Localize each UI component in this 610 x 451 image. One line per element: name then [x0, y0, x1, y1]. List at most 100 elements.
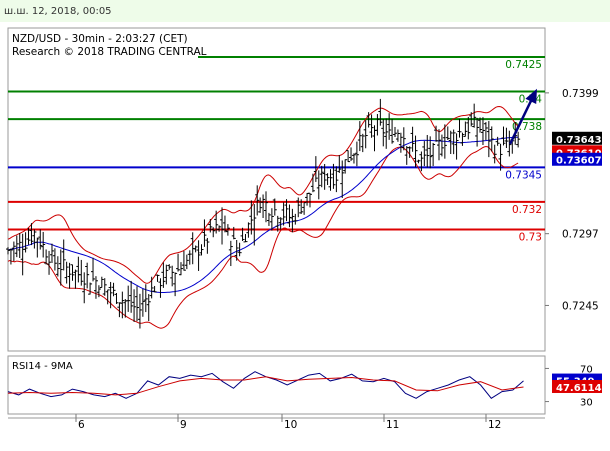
price-bar	[70, 264, 75, 281]
rsi-tick-label-0: 70	[580, 364, 593, 375]
price-bar	[375, 114, 380, 136]
price-bar	[393, 126, 398, 137]
price-bar	[38, 229, 43, 250]
price-bar	[398, 132, 403, 153]
price-bar	[337, 155, 342, 173]
price-bar	[255, 185, 260, 216]
price-bar	[451, 129, 456, 155]
price-bar	[319, 165, 324, 188]
price-bar	[20, 233, 25, 276]
price-bar	[346, 150, 351, 163]
price-bar	[419, 151, 424, 172]
price-bar	[369, 114, 374, 138]
price-bar	[457, 118, 462, 138]
price-bar	[76, 256, 81, 283]
price-bar	[478, 117, 483, 133]
price-bar	[290, 208, 295, 233]
price-bar	[428, 136, 433, 169]
price-bar	[32, 229, 37, 249]
price-bar	[181, 251, 186, 271]
target-arrow-line	[508, 96, 535, 145]
price-bar	[129, 280, 134, 313]
price-bar	[184, 254, 189, 270]
price-bar	[35, 237, 40, 258]
price-bar	[205, 237, 210, 254]
rsi-panel-frame	[7, 355, 546, 415]
price-bar	[237, 242, 242, 257]
rsi-tick-label-1: 30	[580, 398, 593, 409]
price-bar	[340, 160, 345, 199]
price-bar	[67, 262, 72, 289]
price-bar	[334, 166, 339, 193]
price-bar	[363, 120, 368, 149]
price-bar	[264, 191, 269, 223]
price-bar	[140, 288, 145, 317]
x-tick-label-4: 12	[488, 419, 501, 431]
chart-subtitle: Research © 2018 TRADING CENTRAL	[12, 46, 207, 58]
price-bar	[442, 124, 447, 159]
x-tick-label-1: 9	[180, 419, 187, 431]
price-bar	[281, 202, 286, 226]
price-bar	[167, 264, 172, 270]
price-bar	[357, 121, 362, 152]
price-bar	[284, 199, 289, 222]
price-bar	[187, 250, 192, 265]
price-bar	[14, 235, 19, 258]
rsi-layer	[7, 371, 524, 399]
price-bar	[439, 134, 444, 157]
price-bar	[234, 239, 239, 261]
price-bar	[492, 144, 497, 164]
price-bar	[61, 239, 66, 271]
date-label: ш.ш. 12, 2018, 00:05	[4, 6, 112, 17]
price-bar	[349, 147, 354, 161]
price-bar	[469, 112, 474, 127]
price-bar	[143, 284, 148, 313]
rsi-badge-1: 47.6114	[552, 379, 602, 394]
price-bar	[351, 153, 356, 164]
price-bar	[269, 208, 274, 231]
price-bar	[401, 127, 406, 151]
price-bar	[93, 276, 98, 299]
y-tick-label-2: 0.7245	[562, 300, 599, 312]
price-bar	[343, 159, 348, 174]
price-bar	[73, 269, 78, 289]
price-bar	[161, 262, 166, 288]
svg-text:0.73643: 0.73643	[556, 135, 602, 146]
price-bar	[193, 245, 198, 253]
top-bar: ш.ш. 12, 2018, 00:05	[0, 0, 610, 22]
price-bar	[173, 272, 178, 297]
price-bar	[199, 244, 204, 256]
price-bar	[102, 278, 107, 296]
price-bar	[225, 224, 230, 236]
price-bar	[196, 240, 201, 271]
price-bar	[425, 134, 430, 168]
level-label-5: 0.73	[519, 232, 542, 244]
price-bar	[390, 119, 395, 144]
price-bar	[378, 98, 383, 126]
price-bar	[249, 200, 254, 235]
price-bar	[307, 192, 312, 208]
svg-text:47.6114: 47.6114	[556, 383, 602, 394]
price-bar	[310, 173, 315, 193]
price-bar	[105, 289, 110, 305]
price-bar	[11, 241, 16, 262]
price-bar	[407, 146, 412, 158]
price-bar	[325, 173, 330, 185]
price-bar	[460, 132, 465, 146]
price-bar	[158, 278, 163, 298]
price-bar	[64, 261, 69, 284]
price-bar	[49, 243, 54, 263]
price-bar	[114, 293, 119, 304]
price-bar	[384, 118, 389, 149]
price-bar	[120, 291, 125, 319]
price-bar	[316, 170, 321, 200]
price-bar	[8, 248, 13, 265]
price-bar	[135, 286, 140, 322]
price-bar	[228, 240, 233, 267]
x-tick-label-3: 11	[386, 419, 399, 431]
price-bar	[149, 276, 154, 299]
price-bar	[434, 125, 439, 142]
price-bar	[240, 227, 245, 241]
